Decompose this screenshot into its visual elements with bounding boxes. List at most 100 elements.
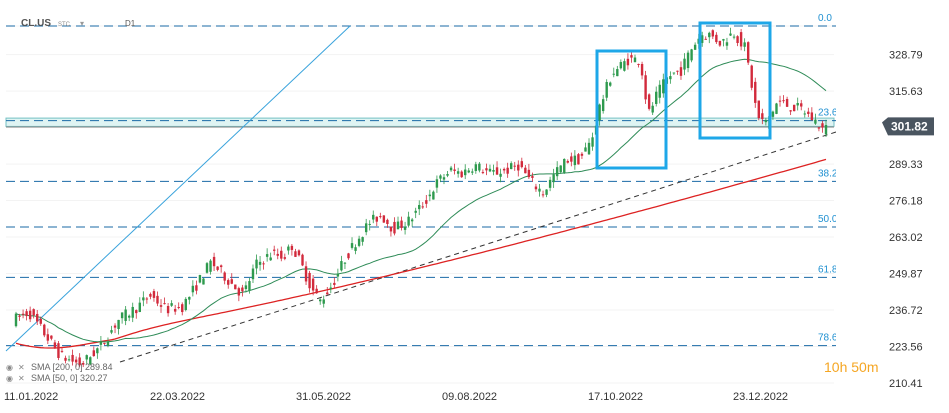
candle-body: [46, 334, 50, 341]
candle-body: [14, 313, 18, 327]
candle-body: [421, 206, 424, 208]
candle-body: [410, 219, 414, 222]
candle-body: [159, 305, 163, 307]
candle-body: [619, 62, 623, 69]
candle-body: [732, 36, 736, 38]
candle-body: [704, 38, 707, 40]
dropdown-icon[interactable]: ▾: [80, 19, 84, 28]
candle-body: [170, 303, 173, 306]
candle-body: [817, 127, 821, 129]
support-zone: [5, 117, 835, 128]
candle-body: [662, 79, 665, 94]
candle-body: [658, 84, 661, 98]
candle-body: [152, 291, 156, 298]
candle-body: [99, 341, 103, 345]
candle-body: [117, 319, 120, 329]
candle-body: [173, 308, 177, 312]
candle-body: [757, 100, 760, 119]
candle-body: [541, 194, 545, 196]
candle-body: [43, 324, 46, 336]
candle-body: [587, 142, 591, 155]
candle-body: [354, 247, 357, 251]
candle-body: [750, 65, 753, 88]
candle-body: [467, 170, 470, 173]
candle-body: [198, 275, 202, 283]
candle-body: [364, 223, 368, 233]
candle-body: [478, 163, 481, 171]
candle-body: [382, 215, 386, 223]
candle-body: [230, 279, 233, 284]
candle-body: [552, 174, 555, 183]
fib-ratio-label: 23.6: [818, 108, 838, 119]
candle-body: [754, 81, 757, 103]
candle-body: [566, 160, 569, 163]
candle-body: [336, 273, 340, 277]
candle-body: [520, 161, 524, 168]
candle-body: [276, 253, 279, 256]
candle-body: [329, 287, 333, 290]
candle-body: [570, 156, 573, 162]
candle-body: [74, 359, 78, 363]
candle-body: [318, 299, 322, 302]
candle-body: [311, 278, 315, 291]
candle-body: [527, 169, 531, 178]
candle-body: [584, 147, 587, 152]
candle-body: [326, 292, 329, 295]
candle-body: [138, 302, 141, 312]
candle-body: [524, 167, 527, 174]
candle-body: [82, 363, 85, 365]
candle-body: [609, 82, 612, 86]
candle-body: [113, 325, 117, 328]
candle-body: [485, 168, 488, 171]
candle-body: [53, 342, 57, 348]
candle-body: [761, 113, 764, 120]
candle-body: [428, 194, 432, 197]
x-tick-label: 11.01.2022: [4, 391, 58, 403]
candle-body: [432, 191, 435, 200]
candle-body: [273, 249, 276, 251]
candle-body: [683, 58, 686, 70]
candle-body: [368, 223, 371, 225]
close-icon[interactable]: ✕: [18, 374, 25, 383]
close-icon[interactable]: ✕: [18, 363, 25, 372]
candle-body: [396, 221, 400, 230]
candle-body: [389, 226, 393, 232]
price-axis-bg: [836, 0, 949, 395]
indicator-label: SMA [50, 0] 320.27: [31, 373, 108, 383]
current-price-badge: [882, 117, 934, 136]
candle-body: [184, 298, 187, 310]
fib-ratio-label: 38.2: [818, 168, 838, 179]
candle-body: [103, 342, 106, 344]
support-zone-band: [5, 117, 835, 127]
indicator-legend: ◉ ✕ SMA [200, 0] 289.84 ◉ ✕ SMA [50, 0] 320.2…: [6, 362, 113, 383]
highlight-box-2: [698, 21, 772, 140]
candle-body: [294, 251, 297, 257]
candle-body: [655, 91, 658, 104]
candle-body: [644, 75, 647, 100]
candle-body: [623, 61, 626, 71]
candle-body: [626, 58, 630, 66]
candle-body: [265, 254, 269, 257]
candle-body: [414, 210, 417, 213]
candle-body: [166, 305, 170, 314]
candle-body: [177, 307, 180, 309]
candle-body: [191, 285, 195, 293]
candle-body: [488, 168, 492, 172]
x-tick-label: 23.12.2022: [733, 391, 788, 403]
x-tick-label: 31.05.2022: [296, 391, 351, 403]
candle-body: [219, 265, 223, 268]
candle-body: [57, 343, 60, 358]
y-tick-label: 263.02: [889, 232, 923, 244]
candle-body: [50, 335, 53, 339]
price-axis: 328.79315.63302.48289.33276.18263.02249.…: [836, 0, 949, 395]
candle-body: [715, 34, 718, 43]
y-tick-label: 210.41: [889, 378, 923, 390]
candle-body: [393, 221, 396, 234]
candle-body: [64, 357, 67, 361]
plot-area: 0.0339.1023.6305.0038.2283.1050.0266.656…: [5, 13, 882, 384]
candle-body: [248, 281, 251, 291]
fib-ratio-label: 0.0: [818, 13, 832, 24]
candle-body: [824, 125, 828, 135]
candle-body: [647, 94, 651, 109]
